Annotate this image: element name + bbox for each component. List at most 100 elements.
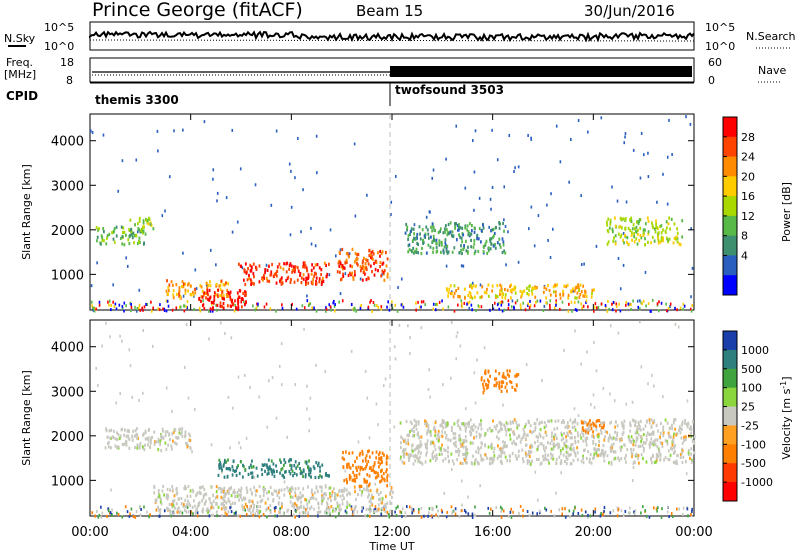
echo-cell — [533, 422, 536, 426]
echo-cell — [539, 434, 542, 438]
echo-cell — [495, 381, 498, 385]
echo-cell — [658, 448, 661, 453]
echo-cell — [355, 466, 358, 470]
echo-cell — [455, 289, 457, 293]
echo-cell — [304, 264, 307, 268]
echo-cell — [201, 295, 204, 299]
echo-cell — [520, 293, 523, 297]
echo-cell — [637, 220, 640, 224]
echo-cell — [536, 418, 539, 422]
scatter-point — [309, 302, 311, 306]
scatter-point — [573, 407, 576, 411]
echo-cell — [681, 235, 684, 239]
scatter-point — [501, 507, 503, 511]
echo-cell — [657, 241, 660, 245]
echo-cell — [614, 456, 617, 460]
scatter-point — [568, 180, 570, 184]
echo-cell — [326, 473, 329, 478]
echo-cell — [323, 261, 326, 265]
echo-cell — [347, 462, 350, 466]
echo-cell — [136, 443, 139, 447]
echo-cell — [567, 293, 570, 297]
scatter-point — [182, 251, 184, 255]
echo-cell — [347, 273, 350, 278]
echo-cell — [135, 432, 138, 437]
echo-cell — [290, 485, 293, 490]
echo-cell — [557, 419, 560, 423]
scatter-point — [205, 283, 208, 287]
echo-cell — [322, 279, 325, 284]
echo-cell — [466, 461, 468, 465]
scatter-point — [341, 498, 344, 502]
echo-cell — [577, 458, 579, 462]
echo-cell — [526, 286, 528, 290]
scatter-point — [333, 304, 336, 308]
echo-cell — [341, 263, 344, 268]
scatter-point — [90, 284, 93, 288]
scatter-point — [499, 300, 502, 304]
echo-cell — [312, 266, 315, 270]
scatter-point — [216, 191, 219, 195]
echo-cell — [452, 295, 455, 299]
scatter-point — [471, 139, 474, 143]
echo-cell — [221, 296, 224, 301]
echo-cell — [266, 268, 269, 272]
scatter-point — [353, 306, 356, 310]
echo-cell — [220, 279, 223, 283]
echo-cell — [439, 229, 442, 233]
scatter-point — [555, 124, 558, 128]
echo-cell — [364, 262, 367, 266]
scatter-point — [397, 286, 399, 290]
echo-cell — [290, 458, 293, 462]
echo-cell — [266, 279, 269, 283]
echo-cell — [352, 470, 355, 475]
echo-cell — [463, 245, 466, 249]
echo-cell — [523, 430, 526, 435]
scatter-point — [427, 424, 430, 428]
echo-cell — [606, 223, 609, 227]
echo-cell — [656, 233, 659, 237]
echo-cell — [230, 486, 233, 490]
echo-cell — [363, 480, 366, 484]
echo-cell — [671, 426, 674, 431]
echo-cell — [330, 499, 332, 503]
echo-cell — [112, 230, 115, 234]
x-tick-label: 00:00 — [675, 525, 712, 540]
echo-cell — [255, 267, 258, 271]
echo-cell — [305, 276, 308, 280]
scatter-point — [386, 305, 388, 309]
echo-cell — [170, 280, 173, 284]
echo-cell — [145, 218, 148, 222]
echo-cell — [491, 235, 494, 240]
echo-cell — [283, 487, 286, 492]
scatter-point — [191, 450, 193, 454]
echo-cell — [223, 486, 226, 490]
echo-cell — [500, 287, 503, 291]
echo-cell — [400, 435, 402, 439]
scatter-point — [243, 373, 246, 377]
echo-cell — [504, 251, 507, 255]
echo-cell — [369, 488, 372, 493]
echo-cell — [632, 223, 635, 227]
scatter-point — [658, 300, 660, 304]
echo-cell — [498, 384, 501, 388]
echo-cell — [659, 431, 662, 435]
scatter-point — [594, 507, 597, 511]
echo-cell — [542, 436, 545, 440]
echo-cell — [609, 446, 612, 450]
echo-cell — [614, 224, 617, 228]
echo-cell — [509, 289, 512, 293]
colorbar-tick-label: 8 — [741, 230, 748, 243]
echo-cell — [222, 294, 225, 298]
echo-cell — [144, 437, 147, 441]
echo-cell — [642, 441, 645, 445]
echo-cell — [180, 502, 183, 506]
scatter-point — [265, 302, 268, 306]
echo-cell — [452, 234, 455, 238]
echo-cell — [671, 443, 674, 447]
echo-cell — [482, 391, 485, 395]
echo-cell — [690, 425, 692, 429]
echo-cell — [323, 496, 325, 500]
echo-cell — [558, 455, 561, 459]
echo-cell — [227, 458, 229, 462]
